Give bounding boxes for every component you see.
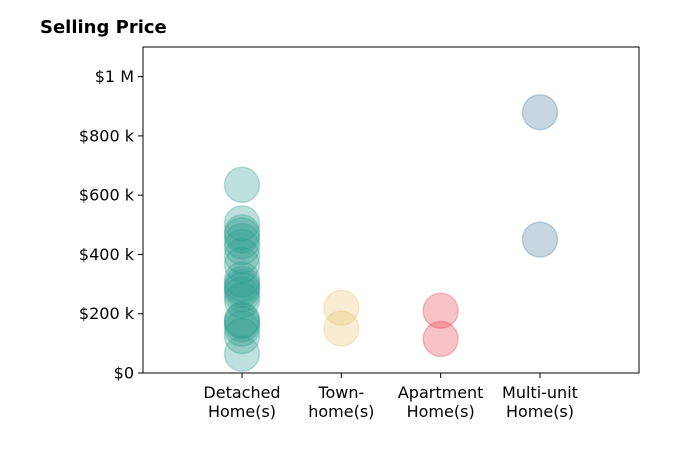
x-tick-label: Town-home(s) <box>308 383 374 421</box>
y-tick-label: $800 k <box>79 126 135 145</box>
data-point <box>323 310 360 347</box>
data-point <box>422 320 459 358</box>
data-point <box>223 228 261 266</box>
data-point <box>521 221 559 258</box>
data-point <box>223 305 261 343</box>
data-point <box>223 222 261 260</box>
y-tick-label: $1 M <box>95 67 134 86</box>
y-tick-label: $200 k <box>79 304 135 323</box>
points-layer <box>223 93 559 372</box>
data-point <box>223 213 261 251</box>
data-point <box>223 282 261 319</box>
y-axis: $0 $200 k $400 k $600 k $800 k $1 M <box>79 67 143 383</box>
plot-frame <box>142 46 640 374</box>
data-point <box>422 292 459 330</box>
chart-title: Selling Price <box>40 17 167 38</box>
y-tick-label: $0 <box>114 364 134 383</box>
data-point <box>223 276 261 313</box>
data-point <box>223 301 261 338</box>
x-tick-label: Apartment Home(s) <box>398 383 484 421</box>
data-point <box>223 271 261 309</box>
data-point <box>223 237 261 275</box>
data-point <box>521 93 559 131</box>
data-point <box>323 289 360 327</box>
x-axis: Detached Home(s) Town-home(s) Apartment Home… <box>203 373 578 421</box>
data-point <box>223 310 261 347</box>
data-point <box>223 216 261 254</box>
data-point <box>223 166 261 204</box>
y-tick-label: $400 k <box>79 245 135 264</box>
x-tick-label: Multi-unit Home(s) <box>502 383 578 421</box>
data-point <box>223 246 261 284</box>
data-point <box>223 205 261 242</box>
data-point <box>223 268 261 306</box>
data-point <box>223 302 261 340</box>
data-point <box>223 335 261 372</box>
data-point <box>223 265 261 303</box>
data-point <box>223 317 261 355</box>
data-point <box>223 261 261 298</box>
y-tick-label: $600 k <box>79 186 135 205</box>
x-tick-label: Detached Home(s) <box>203 383 280 421</box>
